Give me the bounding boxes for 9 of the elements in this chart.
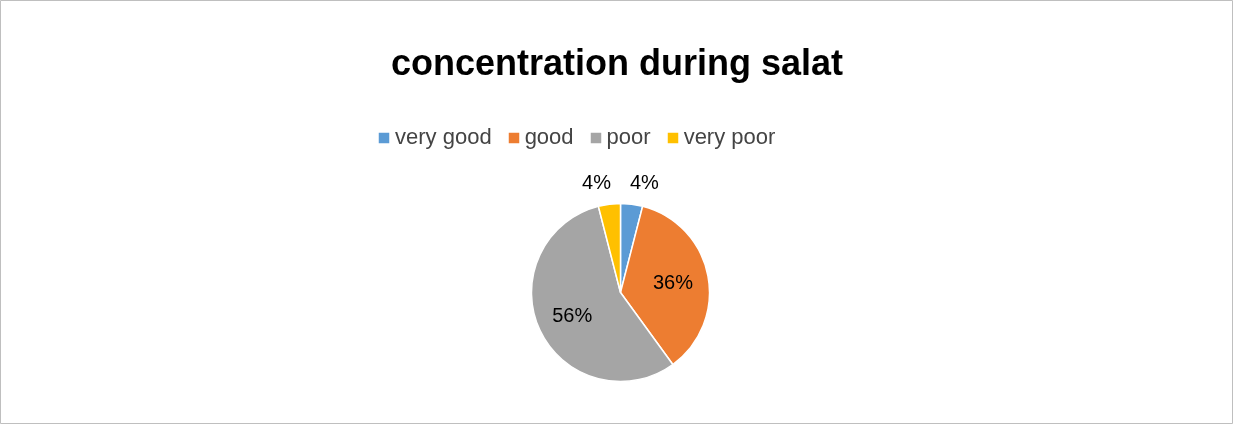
data-label: 4%: [582, 171, 612, 194]
chart-title: concentration during salat: [390, 42, 844, 83]
legend-label: good: [524, 124, 574, 150]
data-label: 36%: [652, 271, 694, 294]
legend-label: very good: [395, 124, 492, 150]
legend-label: very poor: [683, 124, 776, 150]
data-label: 4%: [629, 171, 660, 194]
data-label: 56%: [552, 304, 593, 327]
legend-label: poor: [606, 124, 651, 150]
